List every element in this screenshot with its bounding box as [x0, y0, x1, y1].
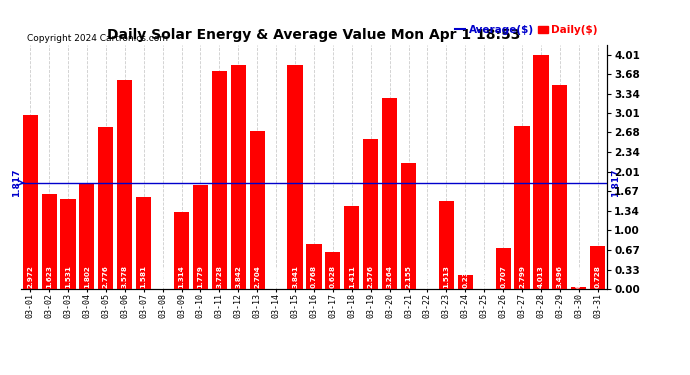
- Bar: [230, 65, 246, 289]
- Text: Copyright 2024 Cartronics.com: Copyright 2024 Cartronics.com: [26, 34, 168, 43]
- Text: 0.628: 0.628: [330, 265, 336, 288]
- Text: 0.231: 0.231: [462, 266, 469, 288]
- Text: 1.513: 1.513: [444, 265, 449, 288]
- Bar: [174, 212, 189, 289]
- Bar: [571, 287, 586, 289]
- Text: 1.411: 1.411: [348, 266, 355, 288]
- Bar: [250, 131, 265, 289]
- Bar: [382, 98, 397, 289]
- Bar: [117, 80, 132, 289]
- Text: 2.576: 2.576: [368, 265, 374, 288]
- Bar: [533, 55, 549, 289]
- Text: 3.496: 3.496: [557, 265, 563, 288]
- Text: 3.264: 3.264: [386, 265, 393, 288]
- Bar: [98, 127, 113, 289]
- Text: 0.000: 0.000: [424, 266, 431, 288]
- Text: 1.623: 1.623: [46, 265, 52, 288]
- Bar: [344, 207, 359, 289]
- Bar: [363, 138, 378, 289]
- Bar: [79, 184, 95, 289]
- Bar: [41, 194, 57, 289]
- Text: 1.802: 1.802: [84, 265, 90, 288]
- Text: 3.841: 3.841: [292, 265, 298, 288]
- Text: 0.000: 0.000: [481, 266, 487, 288]
- Bar: [590, 246, 605, 289]
- Text: 3.728: 3.728: [217, 265, 222, 288]
- Text: 2.704: 2.704: [254, 266, 260, 288]
- Bar: [515, 126, 530, 289]
- Text: 2.155: 2.155: [406, 265, 411, 288]
- Text: 1.817: 1.817: [611, 168, 620, 197]
- Bar: [401, 163, 416, 289]
- Bar: [325, 252, 340, 289]
- Text: 0.768: 0.768: [311, 265, 317, 288]
- Legend: Average($), Daily($): Average($), Daily($): [451, 21, 602, 39]
- Text: 2.776: 2.776: [103, 265, 109, 288]
- Text: 0.000: 0.000: [273, 266, 279, 288]
- Text: 0.707: 0.707: [500, 266, 506, 288]
- Bar: [288, 65, 303, 289]
- Bar: [495, 248, 511, 289]
- Bar: [61, 200, 76, 289]
- Bar: [439, 201, 454, 289]
- Text: 1.581: 1.581: [141, 265, 147, 288]
- Text: 1.531: 1.531: [65, 265, 71, 288]
- Text: 2.972: 2.972: [27, 265, 33, 288]
- Bar: [552, 85, 567, 289]
- Bar: [23, 116, 38, 289]
- Bar: [457, 275, 473, 289]
- Text: 0.728: 0.728: [595, 265, 601, 288]
- Text: 1.314: 1.314: [179, 266, 184, 288]
- Text: 1.779: 1.779: [197, 265, 204, 288]
- Text: 1.817: 1.817: [12, 168, 21, 197]
- Title: Daily Solar Energy & Average Value Mon Apr 1 18:53: Daily Solar Energy & Average Value Mon A…: [107, 28, 521, 42]
- Text: 0.033: 0.033: [576, 266, 582, 288]
- Bar: [212, 71, 227, 289]
- Text: 4.013: 4.013: [538, 266, 544, 288]
- Bar: [306, 244, 322, 289]
- Bar: [136, 196, 151, 289]
- Text: 3.578: 3.578: [121, 265, 128, 288]
- Text: 0.000: 0.000: [159, 266, 166, 288]
- Text: 3.842: 3.842: [235, 265, 242, 288]
- Bar: [193, 185, 208, 289]
- Text: 2.799: 2.799: [519, 265, 525, 288]
